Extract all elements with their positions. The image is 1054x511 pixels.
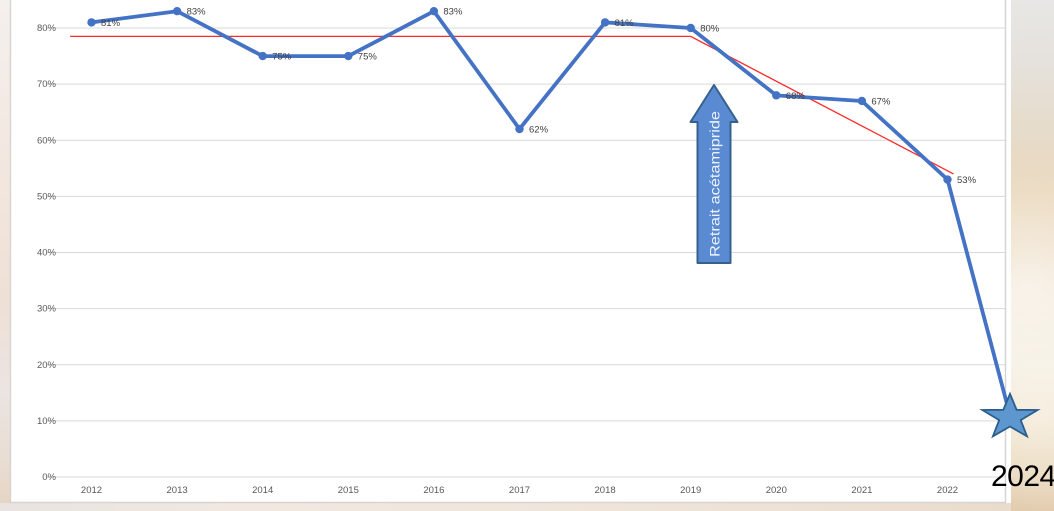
x-tick-label: 2019 xyxy=(680,485,701,496)
gridlines xyxy=(47,27,1006,478)
up-arrow-annotation: Retrait acétamipride xyxy=(689,84,739,264)
data-point-label: 83% xyxy=(443,7,463,18)
data-point-marker xyxy=(515,124,524,134)
data-point-marker xyxy=(258,51,267,61)
x-tick-label: 2015 xyxy=(338,485,359,496)
data-point-label: 83% xyxy=(187,7,207,18)
y-tick-label: 50% xyxy=(37,191,57,202)
x-tick-label: 2012 xyxy=(81,485,102,496)
data-point-marker xyxy=(772,91,781,100)
arrow-annotation-label: Retrait acétamipride xyxy=(707,111,723,257)
data-point-label: 53% xyxy=(957,175,977,186)
data-point-marker xyxy=(344,51,353,61)
y-tick-label: 0% xyxy=(42,472,56,483)
main-series-line xyxy=(89,9,1012,418)
y-tick-label: 20% xyxy=(37,360,57,371)
photo-margin-bottom xyxy=(0,502,1012,511)
data-point-marker xyxy=(600,18,610,27)
data-point-label: 75% xyxy=(358,52,378,63)
y-tick-label: 60% xyxy=(37,135,57,146)
x-tick-label: 2017 xyxy=(509,485,530,496)
data-point-label: 67% xyxy=(871,96,891,107)
data-point-marker xyxy=(87,18,96,27)
x-tick-label: 2016 xyxy=(423,485,444,496)
x-tick-label: 2014 xyxy=(252,485,273,496)
data-point-label: 62% xyxy=(529,125,549,136)
data-point-marker xyxy=(686,23,695,33)
trend-line xyxy=(70,35,954,175)
series-markers xyxy=(87,6,952,184)
star-marker xyxy=(979,391,1041,439)
x-tick-label: 2018 xyxy=(595,485,616,496)
data-point-label: 68% xyxy=(786,91,806,102)
plot-background xyxy=(10,0,1011,503)
y-axis-labels: 0% 10% 20% 30% 40% 50% 60% 70% 80% xyxy=(37,23,57,483)
x-axis-labels: 2012 2013 2014 2015 2016 2017 2018 2019 2020 2021… xyxy=(81,485,958,496)
data-point-marker xyxy=(429,6,439,16)
chart-frame xyxy=(9,0,1007,504)
data-labels: 81% 83% 75% 75% 83% 62% 81% 80% 68% 67% 53% xyxy=(101,7,977,186)
x-tick-label: 2013 xyxy=(167,485,188,496)
y-tick-label: 70% xyxy=(37,79,57,90)
x-tick-label: 2021 xyxy=(851,485,872,496)
x-tick-label: 2022 xyxy=(937,485,958,496)
data-point-label: 80% xyxy=(700,24,720,35)
y-tick-label: 10% xyxy=(37,416,57,427)
data-point-marker xyxy=(943,175,952,184)
data-point-label: 75% xyxy=(272,52,292,63)
data-point-marker xyxy=(172,6,182,16)
x-tick-label: 2020 xyxy=(766,485,787,496)
photo-margin-left xyxy=(0,0,11,503)
data-point-marker xyxy=(857,96,867,106)
data-point-label: 81% xyxy=(615,18,635,29)
up-arrow-shape xyxy=(689,84,739,264)
y-tick-label: 80% xyxy=(37,23,57,34)
y-tick-label: 30% xyxy=(37,304,57,315)
year-overlay-label: 2024 xyxy=(991,460,1054,493)
data-point-label: 81% xyxy=(101,18,121,29)
y-tick-label: 40% xyxy=(37,248,57,259)
